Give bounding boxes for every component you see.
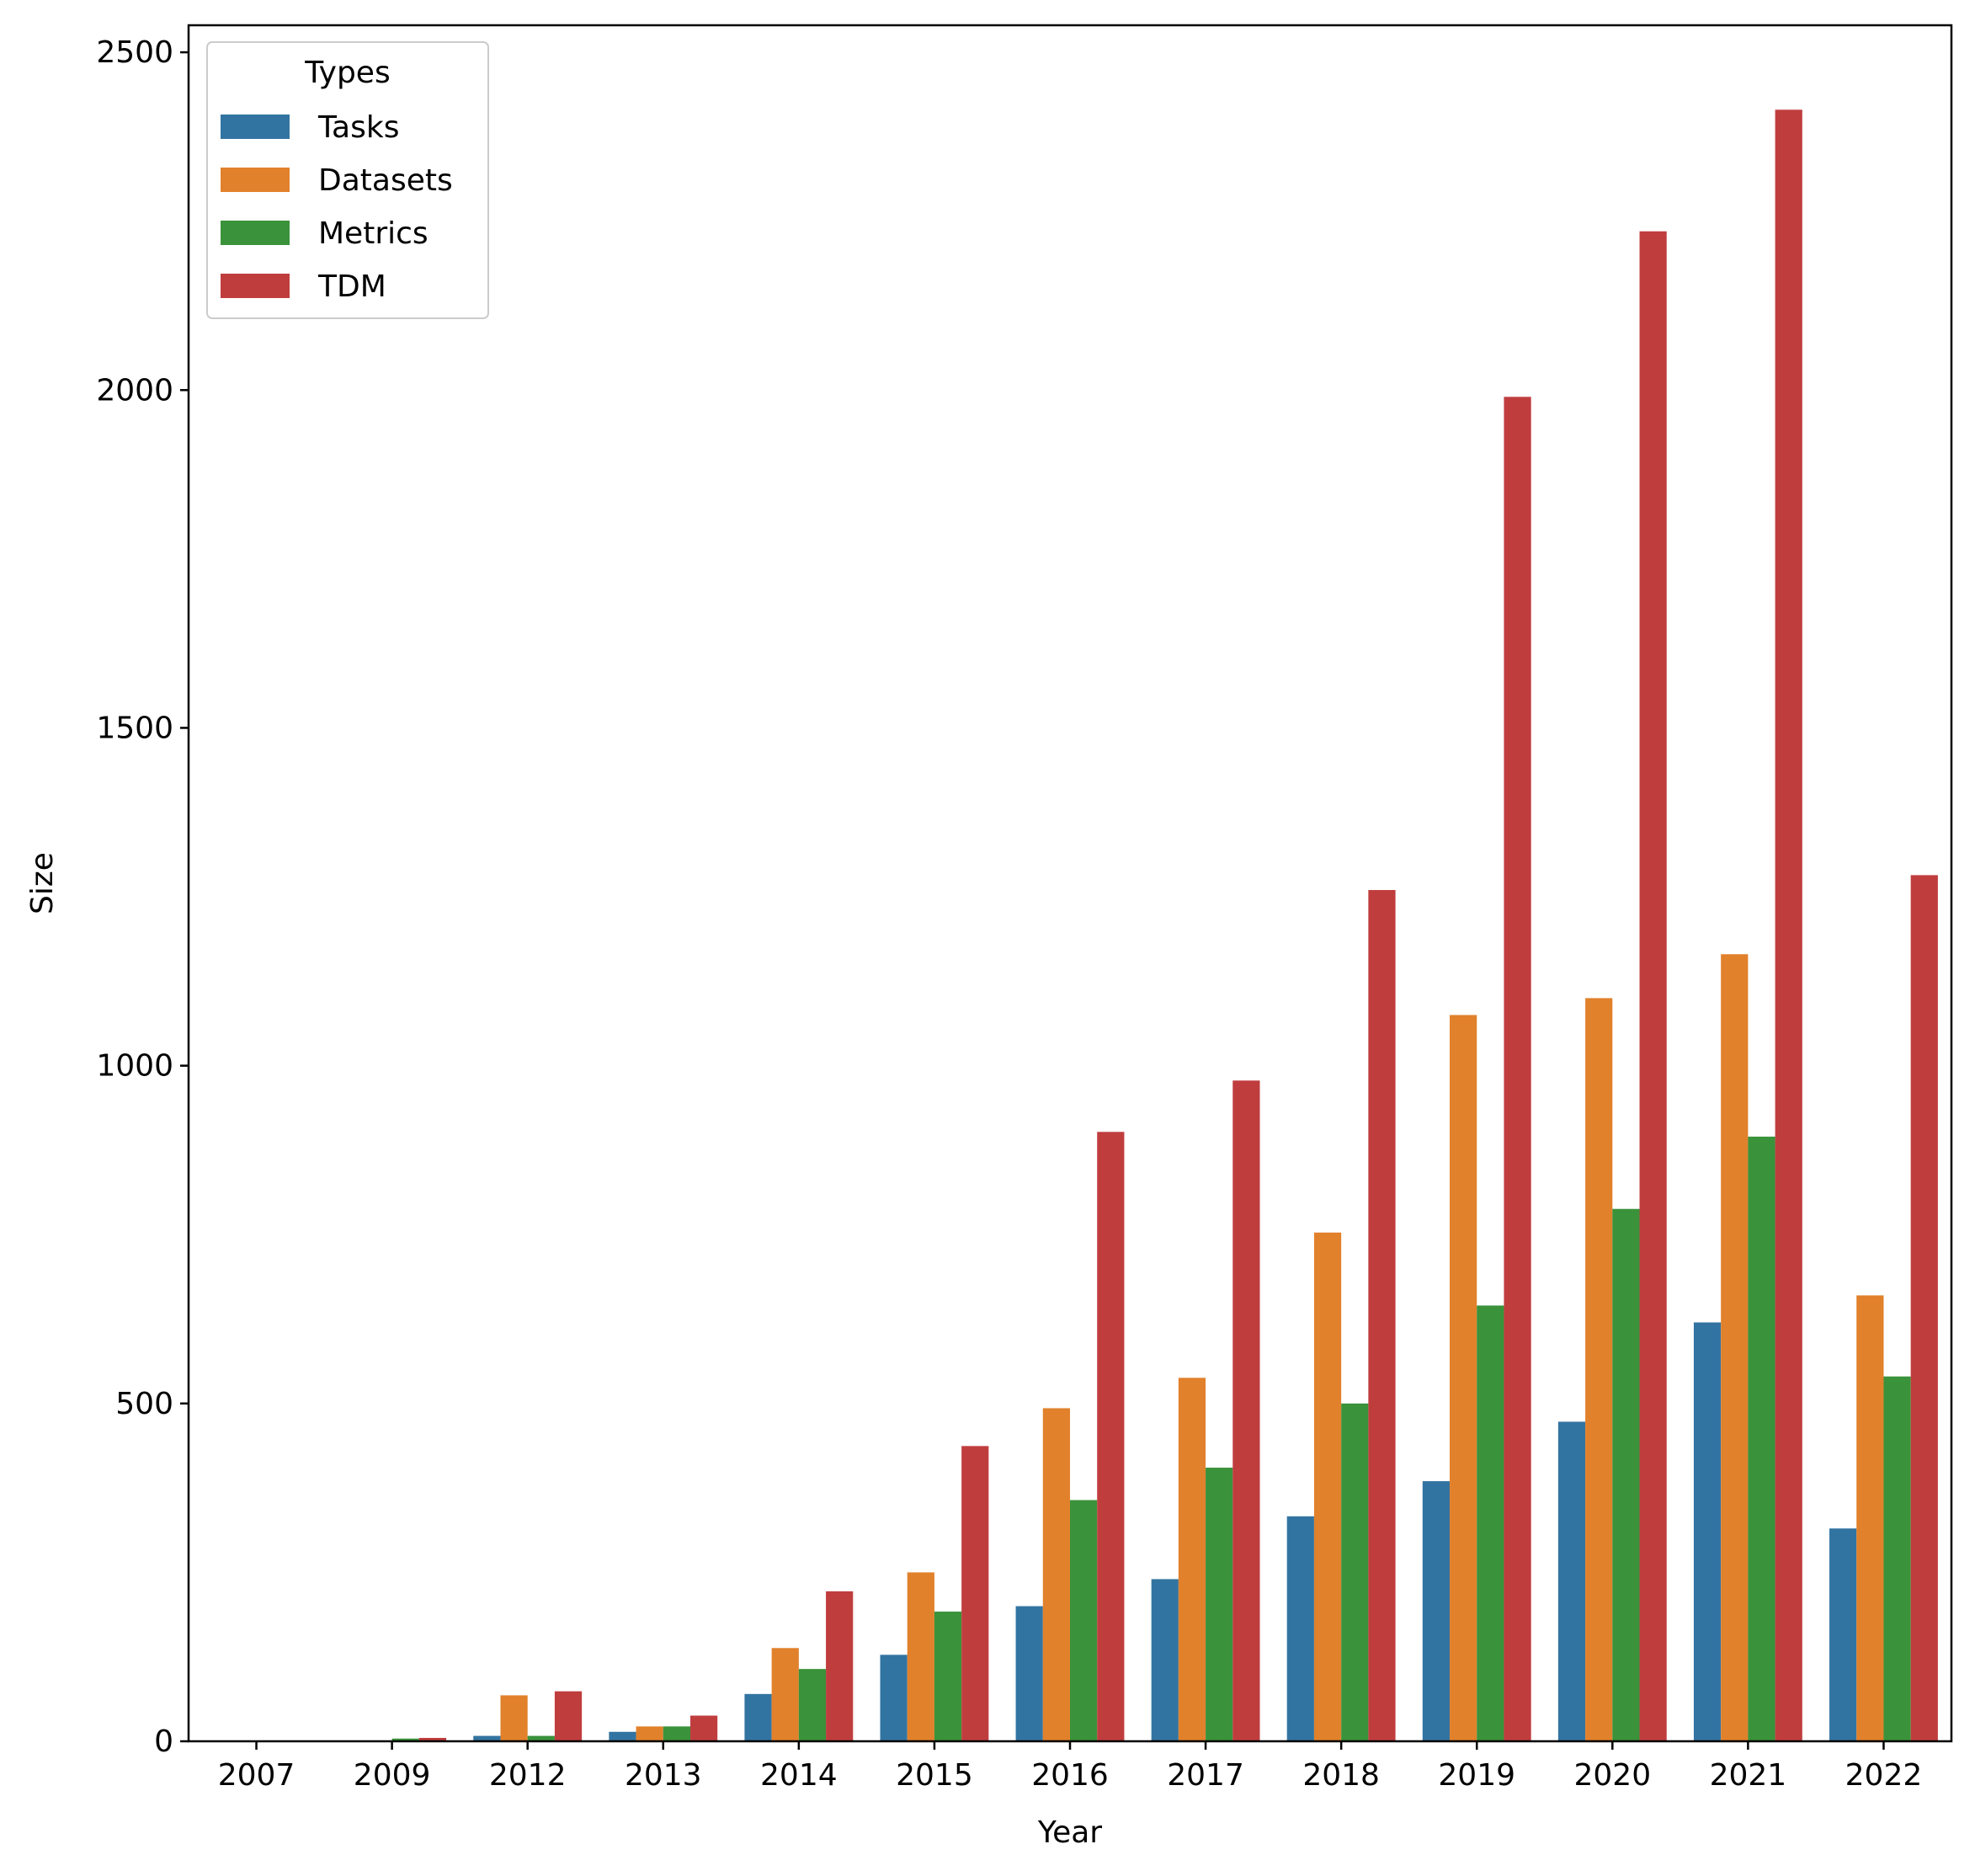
x-tick-label-2012: 2012: [489, 1758, 567, 1793]
bar-datasets-2018: [1313, 1232, 1342, 1741]
bar-tdm-2013: [689, 1715, 718, 1741]
bar-metrics-2013: [663, 1726, 690, 1741]
bar-tasks-2020: [1557, 1421, 1586, 1741]
bar-tasks-2013: [609, 1731, 636, 1741]
x-tick-label-2007: 2007: [218, 1758, 295, 1793]
x-tick-label-2013: 2013: [625, 1758, 702, 1793]
x-tick-label-2021: 2021: [1710, 1758, 1787, 1793]
bar-metrics-2020: [1612, 1208, 1640, 1741]
x-tick-label-2019: 2019: [1438, 1758, 1515, 1793]
bar-tdm-2019: [1504, 397, 1531, 1741]
bar-metrics-2009: [391, 1738, 419, 1741]
bar-datasets-2013: [636, 1726, 663, 1741]
bar-tasks-2019: [1422, 1481, 1451, 1741]
bar-datasets-2022: [1856, 1295, 1884, 1741]
legend-label-datasets: Datasets: [318, 163, 453, 198]
bar-tdm-2014: [826, 1591, 854, 1741]
bar-tdm-2012: [554, 1691, 583, 1741]
x-tick-label-2020: 2020: [1573, 1758, 1651, 1793]
bar-datasets-2015: [907, 1572, 934, 1741]
bar-datasets-2016: [1042, 1408, 1070, 1741]
legend-title: Types: [304, 56, 390, 90]
y-axis-title: Size: [25, 852, 60, 914]
bar-tasks-2012: [473, 1735, 501, 1741]
legend-label-tdm: TDM: [317, 269, 386, 304]
bar-tasks-2014: [744, 1693, 772, 1741]
x-tick-label-2017: 2017: [1167, 1758, 1244, 1793]
bar-datasets-2017: [1178, 1378, 1206, 1741]
y-axis: 0 500 1000 1500 2000 2500: [96, 35, 189, 1759]
y-tick-label: 1500: [96, 711, 173, 745]
legend-swatch-tasks: [221, 115, 290, 139]
bar-datasets-2014: [771, 1648, 799, 1741]
bar-tdm-2009: [418, 1737, 447, 1741]
bar-tasks-2021: [1693, 1322, 1722, 1741]
bar-metrics-2018: [1341, 1403, 1369, 1741]
legend-swatch-metrics: [221, 221, 290, 245]
bar-metrics-2014: [798, 1669, 827, 1741]
x-tick-label-2014: 2014: [760, 1758, 838, 1793]
y-tick-label: 0: [154, 1724, 173, 1759]
bar-datasets-2020: [1585, 998, 1613, 1741]
y-tick-label: 2500: [96, 35, 173, 70]
bar-tasks-2015: [880, 1655, 908, 1741]
bar-tdm-2017: [1232, 1080, 1260, 1741]
bar-metrics-2021: [1748, 1136, 1775, 1741]
x-axis: 2007 2009 2012 2013 2014 2015 2016 2017 2018 2019…: [218, 1741, 1923, 1793]
y-tick-label: 2000: [96, 373, 173, 408]
bar-metrics-2017: [1206, 1468, 1233, 1741]
bar-tdm-2022: [1910, 875, 1938, 1741]
legend: Types Tasks Datasets Metrics TDM: [206, 41, 489, 319]
bar-tdm-2015: [961, 1446, 989, 1741]
legend-label-tasks: Tasks: [317, 110, 399, 145]
bar-metrics-2016: [1070, 1500, 1098, 1741]
y-tick-label: 1000: [96, 1049, 173, 1084]
bar-tasks-2016: [1015, 1606, 1043, 1741]
x-tick-label-2018: 2018: [1302, 1758, 1380, 1793]
x-axis-title: Year: [1037, 1815, 1102, 1850]
plot-frame: [187, 24, 1953, 1743]
bars-layer: [202, 109, 1938, 1742]
x-tick-label-2009: 2009: [354, 1758, 431, 1793]
legend-box: [206, 41, 489, 319]
legend-swatch-datasets: [221, 168, 290, 192]
bar-datasets-2012: [500, 1695, 528, 1741]
bar-tdm-2021: [1775, 109, 1802, 1741]
bar-tasks-2022: [1829, 1528, 1857, 1741]
x-tick-label-2015: 2015: [896, 1758, 973, 1793]
bar-metrics-2022: [1883, 1376, 1911, 1741]
x-tick-label-2022: 2022: [1845, 1758, 1923, 1793]
legend-label-metrics: Metrics: [318, 216, 429, 251]
bar-metrics-2012: [527, 1735, 555, 1741]
legend-items: Tasks Datasets Metrics TDM: [221, 110, 453, 304]
bar-tdm-2018: [1368, 890, 1396, 1741]
bar-tasks-2018: [1286, 1516, 1314, 1741]
bar-metrics-2015: [934, 1611, 962, 1741]
bar-datasets-2021: [1721, 954, 1749, 1741]
bar-datasets-2019: [1450, 1015, 1477, 1741]
y-tick-label: 500: [115, 1387, 173, 1421]
x-tick-label-2016: 2016: [1031, 1758, 1109, 1793]
bar-tdm-2020: [1639, 231, 1667, 1742]
bar-tdm-2016: [1097, 1132, 1125, 1741]
legend-swatch-tdm: [221, 274, 290, 298]
bar-metrics-2019: [1477, 1305, 1504, 1741]
bar-tasks-2017: [1151, 1579, 1179, 1741]
